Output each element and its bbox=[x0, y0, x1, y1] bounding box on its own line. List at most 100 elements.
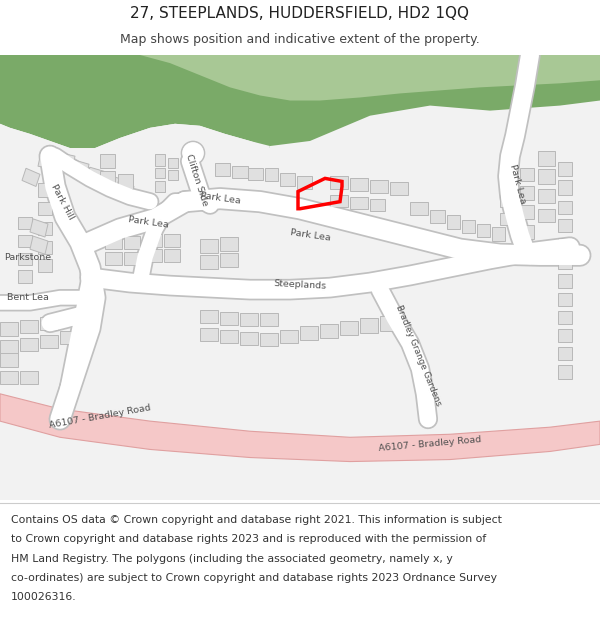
Polygon shape bbox=[168, 158, 178, 168]
Text: A6107 - Bradley Road: A6107 - Bradley Road bbox=[378, 436, 482, 453]
Text: Clifton Side: Clifton Side bbox=[184, 153, 209, 208]
Polygon shape bbox=[0, 101, 600, 500]
Text: to Crown copyright and database rights 2023 and is reproduced with the permissio: to Crown copyright and database rights 2… bbox=[11, 534, 486, 544]
Polygon shape bbox=[215, 163, 230, 176]
Text: Park Hill: Park Hill bbox=[49, 182, 75, 221]
Polygon shape bbox=[155, 181, 165, 191]
Text: 27, STEEPLANDS, HUDDERSFIELD, HD2 1QQ: 27, STEEPLANDS, HUDDERSFIELD, HD2 1QQ bbox=[131, 6, 470, 21]
Polygon shape bbox=[248, 168, 263, 181]
Polygon shape bbox=[558, 366, 572, 379]
Polygon shape bbox=[60, 313, 78, 326]
Polygon shape bbox=[18, 253, 32, 266]
Polygon shape bbox=[520, 244, 534, 258]
Polygon shape bbox=[22, 168, 40, 186]
Text: Bradley Grange Gardens: Bradley Grange Gardens bbox=[394, 304, 442, 407]
Polygon shape bbox=[72, 160, 89, 178]
Polygon shape bbox=[100, 171, 115, 186]
Polygon shape bbox=[38, 202, 52, 215]
Polygon shape bbox=[500, 176, 515, 189]
Polygon shape bbox=[220, 312, 238, 325]
Polygon shape bbox=[20, 371, 38, 384]
Polygon shape bbox=[558, 181, 572, 194]
Polygon shape bbox=[20, 338, 38, 351]
Polygon shape bbox=[350, 197, 368, 209]
Polygon shape bbox=[145, 249, 162, 262]
Polygon shape bbox=[38, 241, 52, 254]
Polygon shape bbox=[115, 181, 134, 203]
Text: HM Land Registry. The polygons (including the associated geometry, namely x, y: HM Land Registry. The polygons (includin… bbox=[11, 554, 452, 564]
Polygon shape bbox=[240, 332, 258, 345]
Text: Park Lea: Park Lea bbox=[199, 191, 241, 206]
Polygon shape bbox=[118, 174, 133, 189]
Text: Park Lea: Park Lea bbox=[508, 164, 527, 205]
Polygon shape bbox=[58, 153, 75, 169]
Polygon shape bbox=[124, 253, 140, 266]
Polygon shape bbox=[20, 320, 38, 333]
Text: Park Lea: Park Lea bbox=[127, 214, 169, 229]
Polygon shape bbox=[538, 189, 555, 202]
Polygon shape bbox=[477, 224, 490, 237]
Polygon shape bbox=[164, 249, 180, 262]
Polygon shape bbox=[105, 253, 122, 266]
Polygon shape bbox=[330, 194, 348, 207]
Polygon shape bbox=[558, 348, 572, 361]
Polygon shape bbox=[300, 326, 318, 340]
Text: Contains OS data © Crown copyright and database right 2021. This information is : Contains OS data © Crown copyright and d… bbox=[11, 515, 502, 525]
Polygon shape bbox=[164, 234, 180, 247]
Polygon shape bbox=[558, 201, 572, 214]
Text: A6107 - Bradley Road: A6107 - Bradley Road bbox=[49, 404, 152, 431]
Polygon shape bbox=[370, 199, 385, 211]
Polygon shape bbox=[40, 335, 58, 348]
Polygon shape bbox=[558, 274, 572, 288]
Polygon shape bbox=[0, 55, 600, 500]
Polygon shape bbox=[0, 322, 18, 336]
Polygon shape bbox=[220, 330, 238, 343]
Polygon shape bbox=[260, 333, 278, 346]
Polygon shape bbox=[558, 292, 572, 306]
Polygon shape bbox=[38, 152, 55, 168]
Polygon shape bbox=[86, 168, 104, 186]
Polygon shape bbox=[0, 55, 600, 154]
Polygon shape bbox=[260, 313, 278, 326]
Polygon shape bbox=[18, 235, 32, 247]
Polygon shape bbox=[350, 178, 368, 191]
Text: 100026316.: 100026316. bbox=[11, 592, 76, 602]
Polygon shape bbox=[220, 253, 238, 268]
Polygon shape bbox=[30, 219, 48, 237]
Text: Parkstone: Parkstone bbox=[4, 253, 52, 262]
Text: Steeplands: Steeplands bbox=[274, 279, 326, 291]
Polygon shape bbox=[0, 394, 600, 462]
Polygon shape bbox=[390, 182, 408, 194]
Polygon shape bbox=[40, 317, 58, 330]
Polygon shape bbox=[0, 353, 18, 366]
Polygon shape bbox=[520, 186, 534, 199]
Polygon shape bbox=[0, 340, 18, 354]
Polygon shape bbox=[0, 124, 270, 204]
Polygon shape bbox=[155, 154, 165, 166]
Polygon shape bbox=[280, 173, 295, 186]
Polygon shape bbox=[558, 219, 572, 232]
Polygon shape bbox=[558, 256, 572, 269]
Text: Park Lea: Park Lea bbox=[289, 228, 331, 242]
Polygon shape bbox=[38, 222, 52, 235]
Text: Map shows position and indicative extent of the property.: Map shows position and indicative extent… bbox=[120, 33, 480, 46]
Polygon shape bbox=[410, 202, 428, 215]
Polygon shape bbox=[558, 162, 572, 176]
Circle shape bbox=[183, 143, 203, 163]
Polygon shape bbox=[492, 227, 505, 241]
Polygon shape bbox=[232, 166, 248, 178]
Polygon shape bbox=[200, 310, 218, 323]
Polygon shape bbox=[18, 217, 32, 229]
Polygon shape bbox=[340, 321, 358, 335]
Polygon shape bbox=[462, 220, 475, 233]
Polygon shape bbox=[280, 330, 298, 343]
Text: co-ordinates) are subject to Crown copyright and database rights 2023 Ordnance S: co-ordinates) are subject to Crown copyr… bbox=[11, 573, 497, 583]
Text: Bent Lea: Bent Lea bbox=[7, 293, 49, 302]
Polygon shape bbox=[220, 237, 238, 251]
Polygon shape bbox=[380, 316, 395, 331]
Polygon shape bbox=[330, 176, 348, 189]
Polygon shape bbox=[0, 55, 600, 101]
Polygon shape bbox=[320, 324, 338, 338]
Polygon shape bbox=[100, 173, 119, 194]
Polygon shape bbox=[538, 169, 555, 184]
